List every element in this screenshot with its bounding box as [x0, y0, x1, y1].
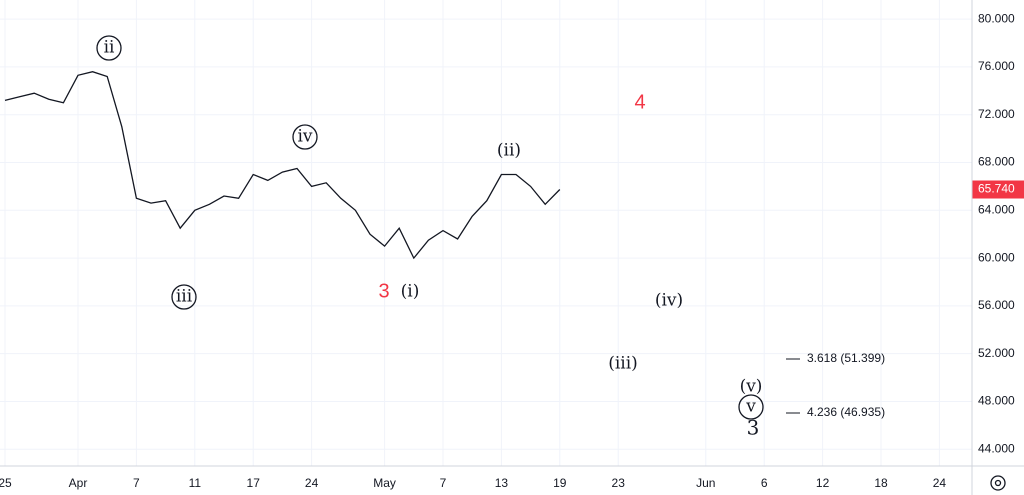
y-tick-label: 48.000: [978, 394, 1015, 408]
x-tick-label: 13: [495, 476, 509, 490]
x-tick-label: Apr: [69, 476, 88, 490]
x-tick-label: 6: [761, 476, 768, 490]
circle: [171, 284, 197, 310]
fib-label: 3.618 (51.399): [807, 351, 885, 365]
circle: [738, 394, 764, 420]
circle: [96, 35, 122, 61]
wave-label: 3: [378, 280, 389, 302]
x-tick-label: 11: [189, 476, 202, 490]
last-price-label: 65.740: [978, 182, 1015, 196]
circle: [292, 124, 318, 150]
y-tick-label: 44.000: [978, 441, 1015, 455]
y-tick-label: 56.000: [978, 298, 1015, 312]
wave-label: ii: [104, 38, 115, 58]
x-tick-label: 7: [440, 476, 447, 490]
wave-label: iv: [297, 127, 312, 147]
x-tick-label: 24: [305, 476, 319, 490]
x-tick-label: 17: [247, 476, 261, 490]
wave-labels: ii iii iv 3 (i) (ii) 4 (iii) (iv) (v) v …: [96, 35, 885, 440]
wave-label: (iv): [655, 291, 683, 311]
wave-label: (i): [401, 282, 420, 302]
x-tick-label: 19: [553, 476, 567, 490]
x-tick-label: 18: [874, 476, 888, 490]
y-tick-label: 80.000: [978, 11, 1015, 25]
wave-label: v: [745, 397, 756, 417]
x-tick-label: 23: [612, 476, 626, 490]
fib-label: 4.236 (46.935): [807, 405, 885, 419]
wave-label: iii: [176, 287, 193, 307]
wave-label: 3: [747, 416, 760, 440]
x-tick-label: Jun: [696, 476, 715, 490]
wave-label: (iii): [608, 354, 638, 374]
last-price-tag: [972, 180, 1024, 199]
x-tick-label: May: [373, 476, 396, 490]
x-tick-label: 24: [933, 476, 947, 490]
y-tick-label: 76.000: [978, 59, 1015, 73]
wave-label: (v): [740, 377, 763, 397]
x-tick-label: 25: [0, 476, 12, 490]
price-line: [4, 71, 561, 260]
wave-label: (ii): [497, 141, 521, 161]
y-tick-label: 60.000: [978, 250, 1015, 264]
x-tick-label: 7: [133, 476, 140, 490]
settings-icon[interactable]: [990, 475, 1006, 491]
y-tick-label: 52.000: [978, 346, 1015, 360]
y-tick-label: 72.000: [978, 107, 1015, 121]
wave-label: 4: [634, 91, 645, 113]
x-tick-label: 12: [816, 476, 830, 490]
y-tick-label: 68.000: [978, 155, 1015, 169]
y-tick-label: 64.000: [978, 202, 1015, 216]
